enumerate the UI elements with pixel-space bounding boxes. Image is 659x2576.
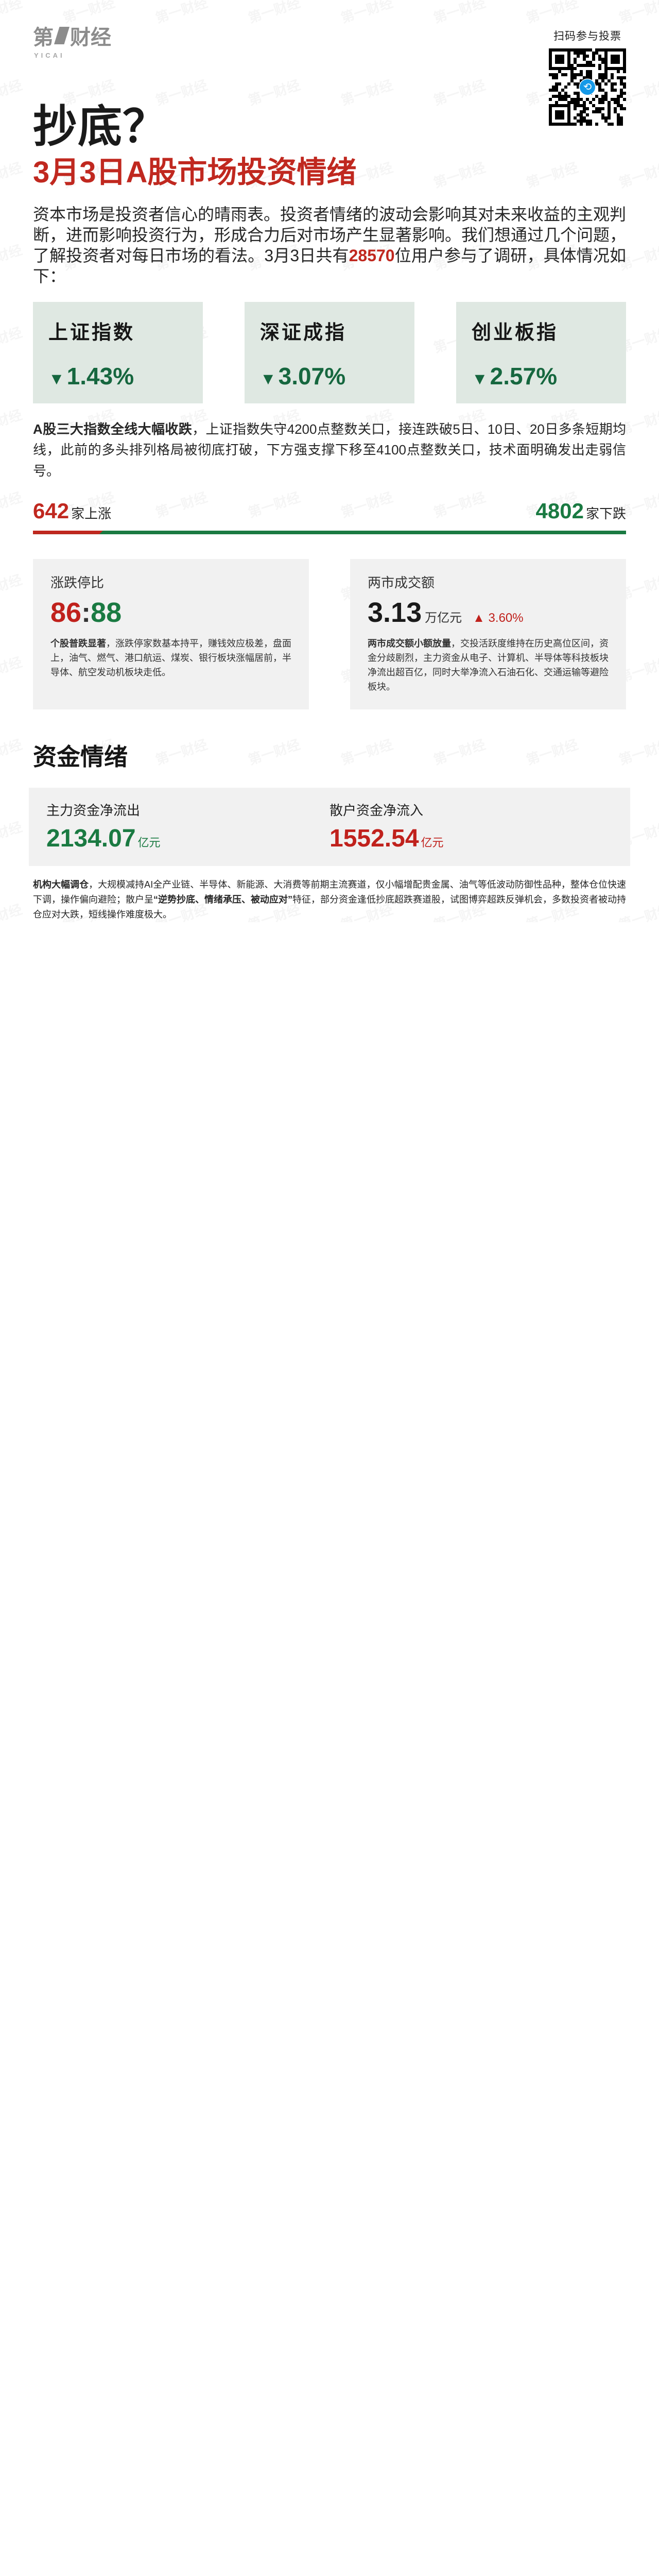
svg-text:⟲: ⟲ [583, 81, 592, 93]
